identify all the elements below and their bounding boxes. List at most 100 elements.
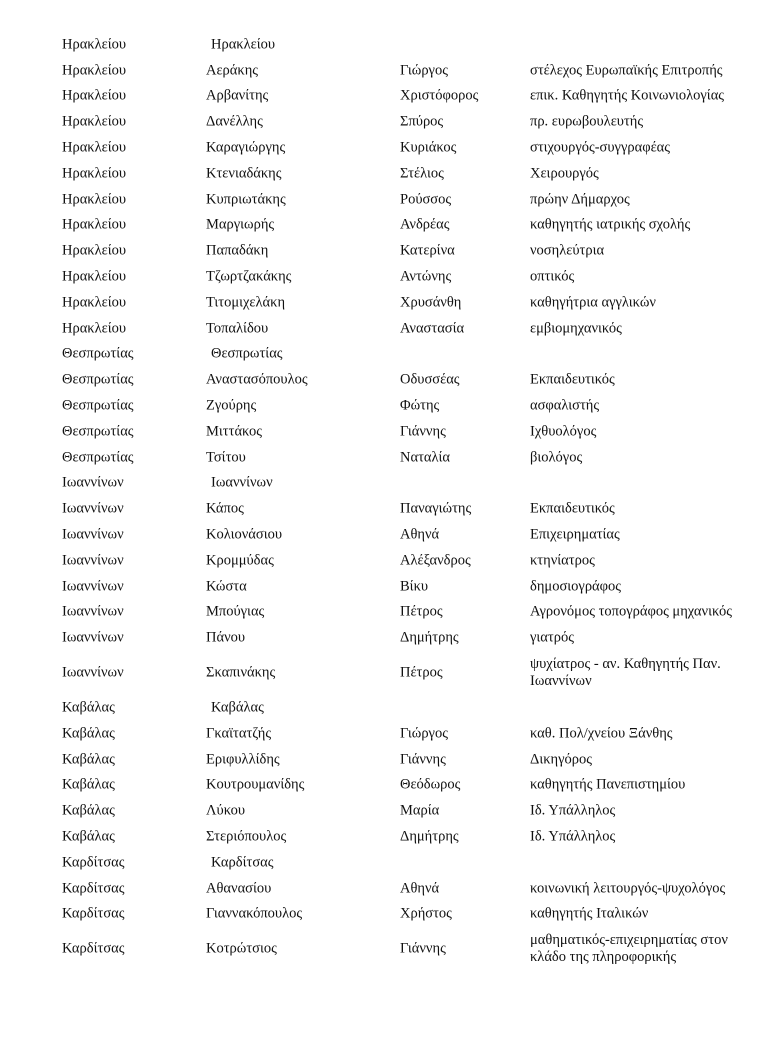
occupation-cell: καθηγητής Πανεπιστημίου (530, 776, 686, 793)
table-row: Ηρακλείου Τιτομιχελάκη Χρυσάνθη καθηγήτρια … (0, 290, 761, 316)
region-cell: Ιωαννίνων (62, 500, 124, 517)
table-row: Ηρακλείου Κτενιαδάκης Στέλιος Χειρουργός (0, 161, 761, 187)
occupation-cell: πρ. ευρωβουλευτής (530, 113, 644, 130)
occupation-cell: γιατρός (530, 629, 574, 646)
region-cell: Ηρακλείου (62, 268, 127, 285)
region-cell: Θεσπρωτίας (62, 345, 134, 362)
first-name-cell: Αναστασία (400, 320, 465, 337)
table-row: Καβάλας Γκαϊτατζής Γιώργος καθ. Πολ/χνείου … (0, 721, 761, 747)
occupation-cell: Εκπαιδευτικός (530, 500, 615, 517)
surname-cell: Γκαϊτατζής (206, 725, 272, 742)
region-cell: Ηρακλείου (62, 139, 127, 156)
table-row: Ιωαννίνων Κολιονάσιου Αθηνά Επιχειρηματίας (0, 522, 761, 548)
occupation-cell: μαθηματικός-επιχειρηματίας στον κλάδο τη… (530, 932, 728, 966)
surname-cell: Αναστασόπουλος (206, 371, 308, 388)
group-header-row: Ιωαννίνων Ιωαννίνων (0, 471, 761, 497)
surname-cell: Κρομμύδας (206, 552, 274, 569)
surname-cell: Μπούγιας (206, 603, 265, 620)
surname-cell: Καραγιώργης (206, 139, 286, 156)
occupation-cell: ασφαλιστής (530, 397, 600, 414)
region-cell: Ιωαννίνων (62, 474, 124, 491)
occupation-cell: καθ. Πολ/χνείου Ξάνθης (530, 725, 673, 742)
first-name-cell: Πέτρος (400, 603, 443, 620)
surname-cell: Κτενιαδάκης (206, 165, 282, 182)
occupation-cell: στέλεχος Ευρωπαϊκής Επιτροπής (530, 62, 723, 79)
occupation-cell: πρώην Δήμαρχος (530, 191, 630, 208)
surname-cell: Τοπαλίδου (206, 320, 269, 337)
surname-cell: Θεσπρωτίας (211, 345, 283, 362)
surname-cell: Παπαδάκη (206, 242, 269, 259)
first-name-cell: Αθηνά (400, 526, 440, 543)
region-cell: Ιωαννίνων (62, 664, 124, 681)
region-cell: Θεσπρωτίας (62, 397, 134, 414)
region-cell: Ηρακλείου (62, 242, 127, 259)
occupation-cell: Αγρονόμος τοπογράφος μηχανικός (530, 603, 732, 620)
surname-cell: Εριφυλλίδης (206, 751, 280, 768)
first-name-cell: Μαρία (400, 802, 440, 819)
table-row: Θεσπρωτίας Μιττάκος Γιάννης Ιχθυολόγος (0, 419, 761, 445)
surname-cell: Αρβανίτης (206, 87, 269, 104)
region-cell: Ηρακλείου (62, 320, 127, 337)
group-header-row: Καρδίτσας Καρδίτσας (0, 850, 761, 876)
region-cell: Θεσπρωτίας (62, 371, 134, 388)
first-name-cell: Κυριάκος (400, 139, 457, 156)
surname-cell: Τζωρτζακάκης (206, 268, 292, 285)
region-cell: Ιωαννίνων (62, 603, 124, 620)
table-row: Ιωαννίνων Σκαπινάκης Πέτρος ψυχίατρος - αν.… (0, 651, 761, 695)
table-row: Καβάλας Λύκου Μαρία Ιδ. Υπάλληλος (0, 798, 761, 824)
group-header-row: Καβάλας Καβάλας (0, 695, 761, 721)
table-row: Ιωαννίνων Κρομμύδας Αλέξανδρος κτηνίατρος (0, 548, 761, 574)
occupation-cell: εμβιομηχανικός (530, 320, 622, 337)
occupation-cell: καθηγητής ιατρικής σχολής (530, 216, 691, 233)
table-row: Καβάλας Εριφυλλίδης Γιάννης Δικηγόρος (0, 747, 761, 773)
region-cell: Ηρακλείου (62, 294, 127, 311)
table-row: Ηρακλείου Αρβανίτης Χριστόφορος επικ. Καθηγ… (0, 84, 761, 110)
occupation-cell: κοινωνική λειτουργός-ψυχολόγος (530, 880, 726, 897)
surname-cell: Στεριόπουλος (206, 828, 287, 845)
first-name-cell: Στέλιος (400, 165, 444, 182)
table-row: Ηρακλείου Αεράκης Γιώργος στέλεχος Ευρωπαϊκ… (0, 58, 761, 84)
region-cell: Καβάλας (62, 828, 115, 845)
first-name-cell: Γιώργος (400, 725, 448, 742)
surname-cell: Κολιονάσιου (206, 526, 283, 543)
first-name-cell: Χρυσάνθη (400, 294, 462, 311)
surname-cell: Μιττάκος (206, 423, 263, 440)
region-cell: Θεσπρωτίας (62, 423, 134, 440)
region-cell: Ηρακλείου (62, 216, 127, 233)
table-row: Ηρακλείου Μαργιωρής Ανδρέας καθηγητής ιατρι… (0, 213, 761, 239)
region-cell: Καβάλας (62, 725, 115, 742)
first-name-cell: Δημήτρης (400, 828, 459, 845)
occupation-cell: Ιδ. Υπάλληλος (530, 828, 616, 845)
occupation-cell: ψυχίατρος - αν. Καθηγητής Παν. Ιωαννίνων (530, 656, 721, 690)
region-cell: Ιωαννίνων (62, 526, 124, 543)
surname-cell: Πάνου (206, 629, 246, 646)
surname-cell: Καβάλας (211, 699, 264, 716)
surname-cell: Μαργιωρής (206, 216, 275, 233)
surname-cell: Κάπος (206, 500, 244, 517)
table-row: Ηρακλείου Παπαδάκη Κατερίνα νοσηλεύτρια (0, 238, 761, 264)
group-header-row: Θεσπρωτίας Θεσπρωτίας (0, 342, 761, 368)
table-row: Καβάλας Κουτρουμανίδης Θεόδωρος καθηγητής Π… (0, 773, 761, 799)
occupation-cell: κτηνίατρος (530, 552, 595, 569)
region-cell: Καβάλας (62, 699, 115, 716)
surname-cell: Ζγούρης (206, 397, 257, 414)
table-row: Θεσπρωτίας Αναστασόπουλος Οδυσσέας Εκπαιδευ… (0, 367, 761, 393)
occupation-cell: Επιχειρηματίας (530, 526, 620, 543)
region-cell: Καρδίτσας (62, 880, 125, 897)
region-cell: Καβάλας (62, 776, 115, 793)
occupation-cell: δημοσιογράφος (530, 578, 622, 595)
region-cell: Ηρακλείου (62, 113, 127, 130)
table-row: Ηρακλείου Τζωρτζακάκης Αντώνης οπτικός (0, 264, 761, 290)
region-cell: Ηρακλείου (62, 62, 127, 79)
occupation-cell: καθηγητής Ιταλικών (530, 905, 649, 922)
first-name-cell: Φώτης (400, 397, 440, 414)
first-name-cell: Αλέξανδρος (400, 552, 471, 569)
surname-cell: Κυπριωτάκης (206, 191, 286, 208)
table-row: Ηρακλείου Κυπριωτάκης Ρούσσος πρώην Δήμαρχο… (0, 187, 761, 213)
region-cell: Ηρακλείου (62, 191, 127, 208)
region-cell: Ιωαννίνων (62, 629, 124, 646)
table-row: Καρδίτσας Αθανασίου Αθηνά κοινωνική λειτουρ… (0, 876, 761, 902)
surname-cell: Αθανασίου (206, 880, 272, 897)
first-name-cell: Χρήστος (400, 905, 452, 922)
table-row: Θεσπρωτίας Ζγούρης Φώτης ασφαλιστής (0, 393, 761, 419)
